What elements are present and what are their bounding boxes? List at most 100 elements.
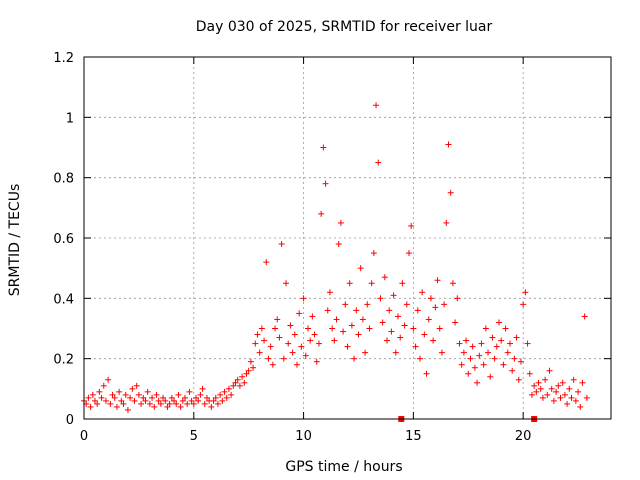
data-point — [300, 295, 307, 302]
data-point — [296, 310, 303, 317]
data-point — [122, 391, 129, 398]
plot-area — [81, 102, 590, 422]
data-point — [102, 397, 109, 404]
data-point — [432, 304, 439, 311]
data-point — [195, 397, 202, 404]
data-point — [427, 295, 434, 302]
data-point — [149, 394, 156, 401]
data-point — [186, 388, 193, 395]
data-point — [557, 394, 564, 401]
data-point — [425, 316, 432, 323]
data-point — [564, 400, 571, 407]
data-point — [85, 394, 92, 401]
data-point — [313, 358, 320, 365]
data-point — [291, 331, 298, 338]
data-point — [520, 301, 527, 308]
y-tick-label: 1.2 — [53, 51, 74, 66]
data-point — [471, 364, 478, 371]
data-point — [535, 379, 542, 386]
data-point — [544, 391, 551, 398]
data-point — [568, 394, 575, 401]
data-point — [463, 337, 470, 344]
data-point — [504, 349, 511, 356]
data-point — [375, 159, 382, 166]
data-point — [96, 388, 103, 395]
data-point — [410, 325, 417, 332]
data-point — [436, 325, 443, 332]
data-point — [434, 277, 441, 284]
data-point — [144, 388, 151, 395]
data-point — [445, 141, 452, 148]
data-point — [379, 319, 386, 326]
data-point — [368, 280, 375, 287]
data-point — [179, 397, 186, 404]
data-point — [465, 370, 472, 377]
data-point — [581, 313, 588, 320]
data-point — [340, 328, 347, 335]
data-point — [269, 361, 276, 368]
data-point — [225, 385, 232, 392]
data-point — [304, 325, 311, 332]
data-point — [127, 394, 134, 401]
data-point — [476, 352, 483, 359]
data-point — [131, 397, 138, 404]
axis-ticks: 0 0.2 0.4 0.6 0.8 1 1.2 0 5 10 15 20 — [53, 51, 611, 444]
data-point — [258, 325, 265, 332]
data-point — [280, 355, 287, 362]
data-point — [177, 403, 184, 410]
data-point — [94, 400, 101, 407]
data-point — [342, 301, 349, 308]
data-point — [91, 397, 98, 404]
data-point — [311, 331, 318, 338]
data-point — [118, 397, 125, 404]
y-tick-label: 0.8 — [53, 172, 74, 187]
data-point — [381, 274, 388, 281]
data-point — [335, 241, 342, 248]
x-tick-label: 10 — [295, 429, 312, 444]
y-tick-label: 1 — [66, 111, 74, 126]
data-point — [210, 397, 217, 404]
data-point — [447, 189, 454, 196]
data-point — [452, 319, 459, 326]
data-point — [546, 367, 553, 374]
data-point — [153, 391, 160, 398]
data-point — [496, 319, 503, 326]
data-point — [184, 400, 191, 407]
data-point — [168, 394, 175, 401]
data-point — [377, 295, 384, 302]
data-point — [142, 397, 149, 404]
data-point — [151, 403, 158, 410]
data-point — [533, 388, 540, 395]
data-point — [542, 376, 549, 383]
data-point — [405, 250, 412, 257]
data-point — [241, 379, 248, 386]
data-point — [362, 349, 369, 356]
data-point — [247, 358, 254, 365]
data-point — [500, 361, 507, 368]
data-point — [403, 301, 410, 308]
data-point — [203, 394, 210, 401]
data-point — [526, 370, 533, 377]
data-point — [214, 400, 221, 407]
data-point — [250, 364, 257, 371]
data-point — [120, 400, 127, 407]
y-tick-label: 0.4 — [53, 292, 74, 307]
data-point — [160, 394, 167, 401]
data-point — [583, 394, 590, 401]
data-point — [263, 259, 270, 266]
data-point — [373, 102, 380, 109]
data-point — [353, 307, 360, 314]
data-point — [234, 376, 241, 383]
data-point — [509, 367, 516, 374]
data-point — [515, 376, 522, 383]
data-point — [232, 379, 239, 386]
data-point — [443, 219, 450, 226]
data-point — [553, 388, 560, 395]
data-point — [155, 397, 162, 404]
data-point — [517, 358, 524, 365]
data-point — [401, 322, 408, 329]
data-point — [416, 355, 423, 362]
data-point — [528, 391, 535, 398]
data-point — [456, 340, 463, 347]
data-point — [575, 388, 582, 395]
